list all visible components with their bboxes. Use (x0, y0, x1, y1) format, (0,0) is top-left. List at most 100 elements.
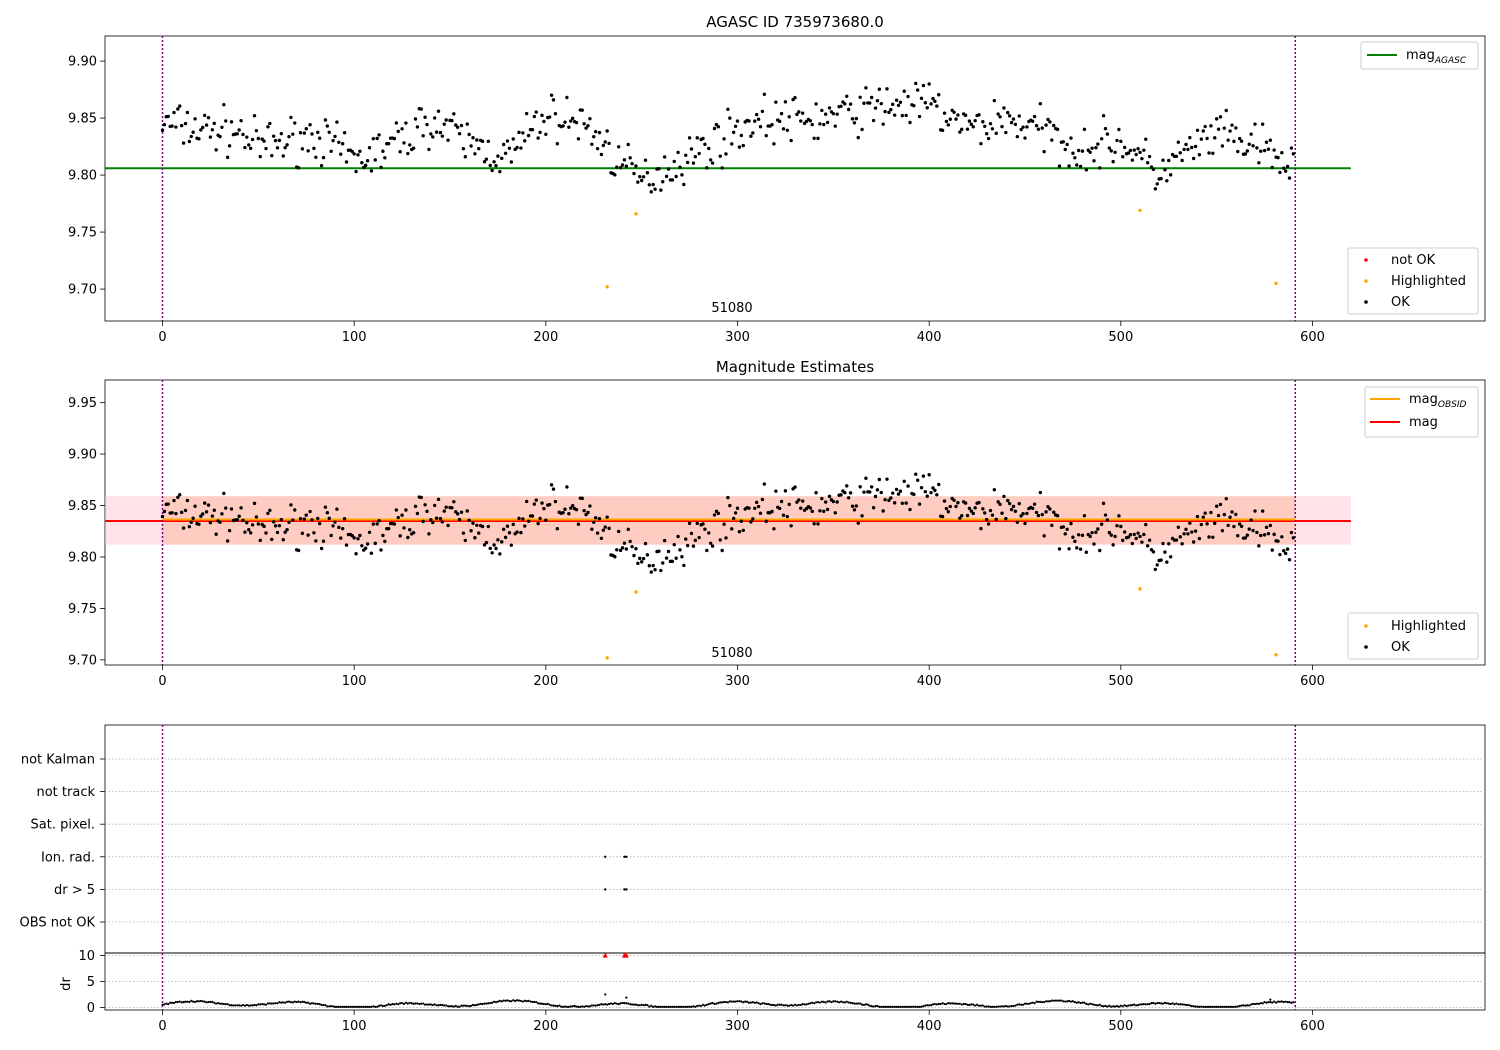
agasc-ok-point (896, 103, 901, 108)
agasc-ok-point (452, 112, 456, 116)
dr-point (653, 1005, 657, 1008)
dr-point (351, 1005, 354, 1008)
agasc-ok-point (898, 100, 903, 104)
mag-ticks: 9.709.759.809.859.909.950 100 200 300 400 500… (68, 396, 1325, 689)
mag-ok-point (785, 514, 790, 519)
dr-point (326, 1005, 329, 1008)
mag-ok-point (935, 493, 939, 497)
mag-ok-point (1182, 532, 1186, 536)
agasc-ok-point (530, 127, 535, 132)
mag-ok-point (779, 499, 784, 504)
dr-point (400, 1001, 404, 1005)
dr-point (339, 1005, 342, 1008)
agasc-ok-point (871, 118, 876, 123)
mag-ok-point (365, 542, 370, 546)
mag-ok-point (645, 553, 650, 557)
mag-ok-point (503, 535, 508, 540)
dr-point (818, 1001, 822, 1004)
dr-point (837, 1001, 841, 1004)
dr-point (347, 1005, 350, 1008)
dr-point (1173, 1003, 1176, 1006)
dr-point (1288, 1001, 1291, 1004)
agasc-ok-point (1195, 128, 1200, 132)
flags-x-tick-label: 200 (533, 1019, 558, 1034)
dr-point (1029, 1002, 1032, 1005)
agasc-ok-point (1038, 101, 1043, 106)
dr-point (1184, 1003, 1188, 1007)
mag-ok-point (1092, 542, 1096, 546)
dr-point (914, 1005, 917, 1008)
agasc-ok-point (1285, 164, 1290, 169)
agasc-ok-point (894, 98, 899, 102)
mag-ok-point (1136, 531, 1140, 535)
dr-point (937, 1002, 940, 1006)
mag-ok-point (722, 522, 726, 526)
agasc-ok-point (1103, 126, 1108, 131)
agasc-ok-point (1119, 139, 1123, 144)
dr-point (688, 1005, 691, 1008)
mag-ok-point (291, 518, 295, 522)
mag-ok-point (904, 501, 908, 505)
mag-ok-point (749, 520, 753, 524)
agasc-ok-point (810, 122, 814, 127)
mag-ok-point (879, 490, 883, 495)
agasc-ok-point (1197, 153, 1202, 157)
dr-point (1192, 1005, 1195, 1008)
mag-ok-point (638, 556, 642, 561)
dr-point (839, 1000, 843, 1003)
agasc-ok-point (881, 122, 885, 126)
mag-ok-point (590, 527, 594, 531)
dr-point (381, 1004, 385, 1008)
agasc-ok-point (973, 118, 977, 123)
mag-ok-point (666, 549, 671, 554)
dr-point (437, 1004, 440, 1007)
dr-point (1054, 999, 1057, 1002)
agasc-ok-point (927, 82, 931, 86)
mag-ok-point (977, 500, 981, 505)
dr-point (640, 1003, 643, 1006)
mag-ok-point (471, 521, 475, 525)
dr-point (239, 1004, 243, 1007)
agasc-ok-point (1021, 125, 1025, 129)
dr-point (1117, 1005, 1121, 1008)
mag-ok-point (1218, 502, 1223, 507)
dr-point (410, 1002, 413, 1005)
dr-point (1027, 1002, 1030, 1005)
dr-point (469, 1004, 473, 1007)
mag-ok-point (586, 510, 590, 515)
agasc-highlighted-point (634, 212, 638, 216)
agasc-ok-point (264, 146, 268, 151)
mag-ok-point (678, 548, 682, 552)
mag-ok-point (1130, 541, 1135, 546)
agasc-ok-point (488, 163, 492, 168)
mag-ok-point (793, 485, 797, 489)
agasc-ok-point (1243, 152, 1248, 156)
mag-ok-marker (1364, 645, 1368, 649)
dr-point (491, 1001, 494, 1004)
agasc-ok-point (946, 123, 951, 127)
mag-y-tick-label: 9.85 (68, 499, 97, 514)
agasc-ok-point (1136, 147, 1140, 151)
mag-ok-point (1272, 532, 1276, 537)
agasc-ok-point (1121, 154, 1125, 159)
agasc-ok-point (977, 113, 981, 117)
dr-point (807, 1002, 810, 1005)
dr-point (1257, 1002, 1260, 1005)
dr-point (1211, 1005, 1214, 1008)
agasc-ok-point (440, 134, 445, 138)
mag-ok-point (340, 526, 345, 531)
dr-point (795, 1004, 799, 1007)
agasc-ok-point (1176, 140, 1181, 144)
agasc-ok-point (413, 117, 418, 121)
dr-y-tick-label: 5 (87, 975, 95, 990)
agasc-ok-point (352, 152, 356, 156)
agasc-highlighted-point (1274, 281, 1278, 286)
mag-ok-point (908, 507, 912, 512)
dr-point (184, 1000, 187, 1003)
ok-label: OK (1391, 295, 1410, 310)
dr-point (180, 1001, 183, 1004)
agasc-ok-point (680, 173, 684, 177)
mag-ok-point (825, 507, 830, 512)
agasc-ok-point (202, 113, 207, 118)
agasc-ok-point (534, 110, 538, 114)
